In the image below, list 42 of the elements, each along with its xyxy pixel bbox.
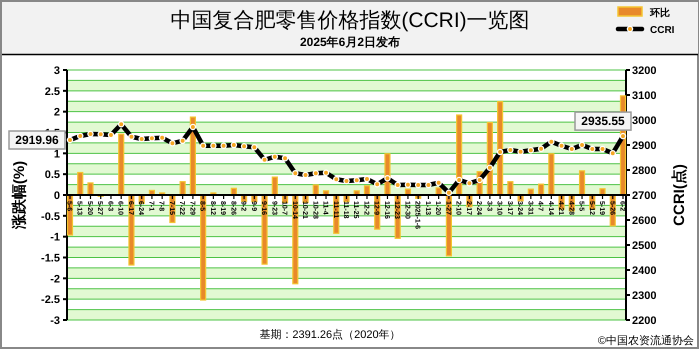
bar <box>77 172 84 196</box>
y-tick-label: 3 <box>54 65 60 77</box>
bar <box>578 170 586 196</box>
y-tick-label: 1 <box>54 148 60 160</box>
y2-tick-label: 2800 <box>632 165 656 177</box>
y-tick-label: -0.5 <box>41 210 60 223</box>
y2-tick-label: 2700 <box>632 190 656 202</box>
chart-subtitle: 2025年6月2日发布 <box>300 35 400 49</box>
bar <box>200 194 206 301</box>
bar <box>548 153 554 196</box>
chart-title: 中国复合肥零售价格指数(CCRI)一览图 <box>170 9 530 32</box>
y2-tick-label: 2200 <box>632 315 656 327</box>
y-tick-label: -2.5 <box>41 294 60 306</box>
text: ©中国农资流通协会 <box>598 334 694 347</box>
y-tick-label: -2 <box>50 273 60 286</box>
bar <box>312 184 319 196</box>
y-tick-label: 0 <box>54 190 60 202</box>
bar <box>292 194 298 284</box>
y2-tick-label: 3000 <box>632 115 656 127</box>
y-tick-label: -1 <box>50 232 60 244</box>
callout: 2919.96 <box>8 130 66 150</box>
y2-tick-label: 2400 <box>632 265 656 277</box>
y-axis-title: 涨跌幅(%) <box>11 160 28 230</box>
callout: 2935.55 <box>574 111 632 131</box>
y2-tick-label: 3100 <box>632 90 656 102</box>
legend-label: CCRI <box>650 25 675 36</box>
y-tick-label: -3 <box>50 315 60 327</box>
legend-label: 环比 <box>649 7 670 19</box>
y-tick-label: 2.5 <box>44 86 60 98</box>
y2-tick-label: 3200 <box>632 65 656 77</box>
y2-tick-label: 2600 <box>632 215 656 227</box>
y-tick-label: -1.5 <box>41 252 60 264</box>
y2-tick-label: 2500 <box>632 240 656 252</box>
y2-axis-title: CCRI(点) <box>671 164 688 226</box>
bar <box>272 176 278 196</box>
text: 基期：2391.26点（2020年） <box>259 328 401 341</box>
y-tick-label: 0.5 <box>44 169 60 182</box>
annotation: 2935.55 <box>581 114 626 128</box>
y-tick-label: 2 <box>54 106 60 119</box>
bar <box>118 134 124 196</box>
y2-tick-label: 2900 <box>632 140 656 152</box>
y2-tick-label: 2300 <box>632 290 656 302</box>
